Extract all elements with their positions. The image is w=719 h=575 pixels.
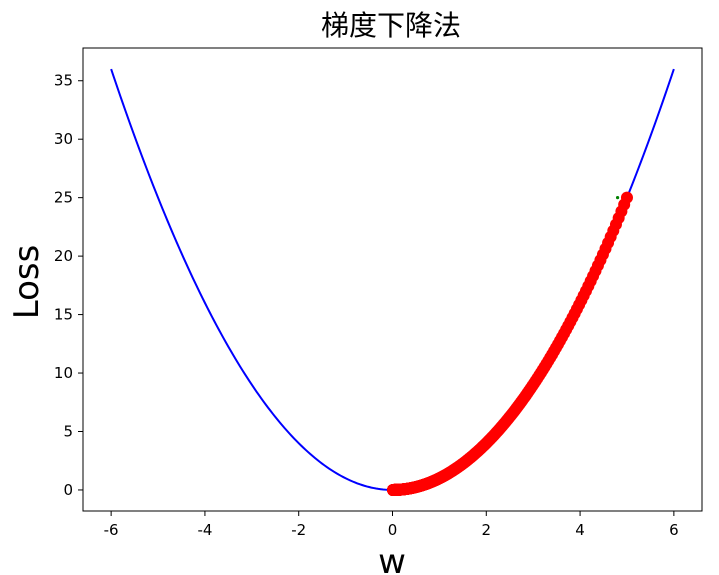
y-tick-label: 0 [63,481,73,499]
y-tick-label: 20 [54,247,73,265]
gradient-step-point [387,483,400,496]
x-tick-label: 0 [388,521,398,539]
y-tick-label: 10 [54,364,73,382]
x-tick-label: -6 [104,521,119,539]
chart-title: 梯度下降法 [321,9,461,42]
x-tick-label: -2 [291,521,306,539]
y-tick-label: 25 [54,189,73,207]
y-tick-label: 5 [63,422,73,440]
y-axis: 0 5 10 15 20 25 30 35 [54,72,83,499]
x-axis-label: w [378,542,406,575]
plot-series [110,68,675,496]
y-tick-label: 15 [54,306,73,324]
y-tick-label: 30 [54,130,73,148]
x-tick-label: -4 [197,521,212,539]
y-axis-label: Loss [7,245,47,320]
start-marker-point [615,196,620,200]
x-axis: -6 -4 -2 0 2 4 6 [104,511,679,539]
x-tick-label: 2 [482,521,492,539]
plot-frame [82,47,703,512]
x-tick-label: 4 [575,521,585,539]
y-tick-label: 35 [54,72,73,90]
x-tick-label: 6 [669,521,679,539]
